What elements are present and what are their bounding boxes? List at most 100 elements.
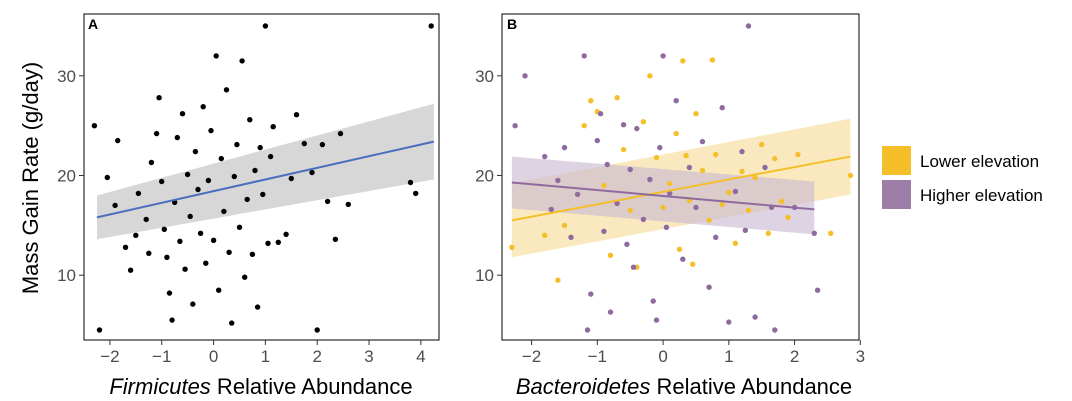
panel-b-point-lower-elevation: [713, 151, 719, 158]
panel-a-point-series-0: [314, 327, 320, 333]
panel-a-point-series-0: [153, 130, 160, 137]
panel-a-x-title-rest: Relative Abundance: [211, 374, 413, 399]
panel-a-point-series-0: [197, 230, 204, 236]
panel-a-x-tick-label: 1: [261, 347, 270, 366]
panel-a-x-tick-label: 4: [416, 347, 425, 366]
panel-a-point-series-0: [148, 159, 155, 166]
legend: Lower elevation Higher elevation: [882, 146, 1043, 209]
panel-b-point-lower-elevation: [673, 130, 679, 137]
panel-a-point-series-0: [115, 137, 121, 144]
panel-a-y-tick-label: 10: [57, 266, 76, 285]
panel-a-point-series-0: [205, 177, 212, 184]
panel-a-point-series-0: [135, 190, 142, 197]
panel-b-point-higher-elevation: [706, 284, 712, 290]
panel-a-point-series-0: [267, 153, 274, 160]
panel-b-point-lower-elevation: [653, 154, 660, 161]
panel-a-x-title-italic: Firmicutes: [109, 374, 210, 399]
panel-b-point-higher-elevation: [732, 188, 739, 195]
panel-a-x-tick-label: −2: [100, 347, 119, 366]
panel-a-point-series-0: [200, 104, 206, 110]
panel-a-point-series-0: [428, 23, 434, 29]
panel-b-point-higher-elevation: [561, 144, 568, 151]
panel-b-point-lower-elevation: [542, 232, 548, 238]
panel-b-x-tick-label: 3: [856, 347, 865, 366]
panel-b-point-higher-elevation: [542, 153, 548, 160]
panel-a-point-series-0: [309, 169, 315, 176]
panel-a-point-series-0: [254, 304, 261, 310]
panel-a-point-series-0: [164, 254, 170, 260]
panel-a-y-tick-label: 20: [57, 167, 76, 186]
panel-b-point-higher-elevation: [726, 319, 732, 325]
panel-b-point-lower-elevation: [752, 174, 758, 181]
panel-b-x-title-rest: Relative Abundance: [650, 374, 852, 399]
panel-a-point-series-0: [260, 191, 266, 198]
panel-a-point-series-0: [262, 23, 269, 29]
panel-b-point-higher-elevation: [624, 241, 630, 247]
panel-b-y-tick-label: 10: [475, 266, 494, 285]
panel-a-letter: A: [88, 16, 98, 32]
panel-b-fit-line-higher-elevation: [511, 181, 815, 211]
panel-b-point-higher-elevation: [814, 287, 821, 293]
panel-a-point-series-0: [221, 208, 227, 215]
panel-a-point-series-0: [288, 175, 294, 182]
panel-b-point-lower-elevation: [627, 207, 633, 214]
panel-a-point-series-0: [218, 155, 224, 162]
panel-a-point-series-0: [252, 167, 258, 174]
panel-b-x-tick-label: −2: [522, 347, 541, 366]
panel-a-point-series-0: [345, 201, 351, 208]
panel-a-point-series-0: [133, 232, 139, 238]
panel-b-point-lower-elevation: [607, 252, 614, 258]
panel-b-point-lower-elevation: [795, 151, 801, 158]
panel-b-point-higher-elevation: [660, 53, 666, 59]
panel-a-point-series-0: [159, 178, 165, 185]
panel-a-point-series-0: [270, 124, 276, 130]
panel-b-point-lower-elevation: [647, 73, 653, 79]
legend-swatch-lower-elevation: [882, 146, 911, 175]
panel-a-point-series-0: [156, 95, 162, 101]
legend-label-higher-elevation: Higher elevation: [920, 186, 1043, 205]
panel-b-point-higher-elevation: [657, 144, 663, 151]
panel-b-x-tick-label: 0: [658, 347, 667, 366]
panel-a-point-series-0: [177, 238, 183, 244]
panel-a-point-series-0: [223, 87, 230, 93]
panel-a-point-series-0: [195, 186, 201, 193]
panel-b-point-lower-elevation: [620, 146, 627, 153]
panel-b-point-higher-elevation: [581, 53, 587, 59]
panel-a-point-series-0: [122, 244, 129, 250]
panel-a-point-series-0: [293, 112, 300, 118]
panel-a-ci-ribbon-series-0: [96, 103, 434, 240]
panel-a-point-series-0: [234, 141, 240, 148]
panel-b-point-higher-elevation: [647, 176, 653, 183]
panel-a-point-series-0: [226, 249, 232, 255]
panel-b-point-higher-elevation: [745, 23, 752, 29]
panel-b-point-higher-elevation: [772, 327, 778, 333]
panel-b-point-higher-elevation: [620, 122, 627, 128]
panel-b-point-lower-elevation: [667, 180, 673, 187]
panel-a-y-tick-label: 30: [57, 67, 76, 86]
panel-a-fit-lines: [96, 140, 435, 219]
panel-b-point-higher-elevation: [719, 105, 725, 111]
panel-a-point-series-0: [244, 196, 250, 203]
panel-a-point-series-0: [275, 239, 281, 245]
panel-b-point-lower-elevation: [745, 207, 752, 214]
panel-a-point-series-0: [182, 266, 188, 272]
panel-a-point-series-0: [319, 141, 326, 148]
panel-b-point-lower-elevation: [614, 95, 620, 101]
panel-b-point-higher-elevation: [512, 123, 518, 129]
panel-b-point-higher-elevation: [742, 227, 748, 233]
panel-a-point-series-0: [192, 148, 199, 155]
panel-b-point-higher-elevation: [752, 314, 758, 320]
panel-a-point-series-0: [143, 216, 149, 223]
panel-b-point-lower-elevation: [680, 58, 686, 64]
panel-b-point-higher-elevation: [663, 224, 670, 230]
panel-b-point-lower-elevation: [785, 214, 791, 221]
panel-a-point-series-0: [146, 250, 152, 256]
panel-a-point-series-0: [283, 231, 289, 237]
panel-b-points: [509, 23, 854, 333]
panel-a-point-series-0: [169, 317, 175, 323]
panel-b-point-higher-elevation: [811, 230, 817, 236]
panel-a-point-series-0: [332, 236, 339, 242]
panel-b-point-lower-elevation: [561, 222, 568, 229]
panel-b-point-higher-elevation: [522, 73, 528, 79]
panel-b-fit-lines: [511, 155, 851, 222]
